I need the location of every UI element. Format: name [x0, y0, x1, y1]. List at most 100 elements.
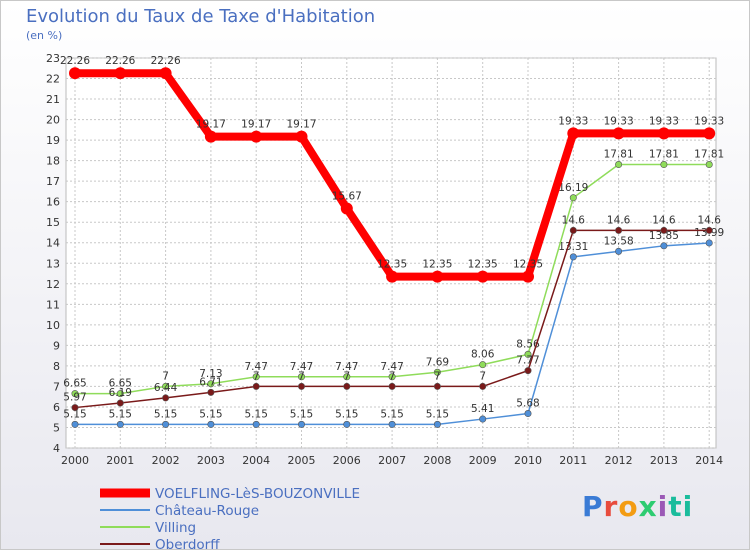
series-point-2	[162, 382, 170, 390]
x-tick-label: 2012	[605, 454, 633, 467]
x-tick-label: 2005	[288, 454, 316, 467]
series-point-2	[433, 368, 441, 376]
data-label-3: 6.44	[154, 382, 178, 394]
data-label-0: 22.26	[60, 55, 90, 67]
series-point-1	[71, 420, 79, 428]
data-label-2: 7.47	[380, 361, 403, 373]
series-point-3	[388, 382, 396, 390]
series-point-2	[615, 161, 623, 169]
y-tick-label: 21	[46, 93, 60, 106]
series-point-1	[343, 420, 351, 428]
x-tick-label: 2010	[514, 454, 542, 467]
data-label-2: 7.13	[199, 368, 222, 380]
series-point-0	[386, 270, 399, 283]
data-label-0: 19.33	[604, 115, 634, 127]
series-point-2	[71, 390, 79, 398]
series-point-0	[69, 67, 81, 80]
data-label-1: 5.15	[63, 408, 86, 420]
data-label-1: 5.15	[426, 408, 449, 420]
y-tick-label: 10	[46, 319, 60, 332]
x-tick-label: 2002	[152, 454, 180, 467]
data-label-1: 5.15	[335, 408, 358, 420]
series-point-1	[705, 239, 713, 247]
series-point-0	[295, 130, 308, 143]
series-point-2	[705, 161, 713, 169]
data-label-2: 17.81	[694, 149, 724, 161]
data-label-1: 13.85	[649, 230, 679, 242]
data-label-0: 19.17	[196, 119, 226, 131]
y-tick-label: 15	[46, 216, 60, 229]
legend-label-0: VOELFLING-LèS-BOUZONVILLE	[155, 486, 360, 502]
series-point-3	[343, 382, 351, 390]
x-tick-label: 2014	[695, 454, 723, 467]
data-label-1: 13.31	[558, 241, 588, 253]
y-tick-label: 8	[53, 360, 60, 373]
series-point-3	[207, 388, 215, 396]
y-tick-label: 17	[46, 175, 60, 188]
x-tick-label: 2011	[559, 454, 587, 467]
data-label-0: 19.17	[286, 119, 316, 131]
y-tick-label: 13	[46, 257, 60, 270]
data-label-1: 5.15	[199, 408, 222, 420]
y-tick-label: 20	[46, 114, 60, 127]
data-label-3: 7	[253, 370, 260, 382]
data-label-3: 14.6	[562, 214, 586, 226]
series-point-0	[522, 270, 534, 283]
series-point-0	[657, 127, 670, 140]
data-label-1: 5.15	[380, 408, 403, 420]
x-tick-label: 2003	[197, 454, 225, 467]
series-point-3	[479, 382, 487, 390]
series-point-3	[433, 382, 441, 390]
data-label-3: 14.6	[607, 214, 631, 226]
series-point-0	[340, 202, 353, 215]
y-tick-label: 18	[46, 155, 60, 168]
x-tick-label: 2009	[469, 454, 497, 467]
data-label-0: 12.35	[377, 259, 407, 271]
data-label-3: 7	[343, 370, 350, 382]
series-point-3	[162, 394, 170, 402]
x-tick-label: 2008	[423, 454, 451, 467]
legend-label-1: Château-Rouge	[155, 503, 259, 519]
series-point-2	[569, 194, 577, 202]
data-label-0: 19.33	[694, 115, 724, 127]
series-point-3	[615, 226, 623, 234]
data-label-3: 7	[298, 370, 305, 382]
data-label-1: 5.15	[154, 408, 177, 420]
series-point-1	[297, 420, 305, 428]
series-point-0	[250, 130, 263, 143]
x-tick-label: 2000	[61, 454, 89, 467]
data-label-1: 5.15	[109, 408, 132, 420]
data-label-3: 7	[479, 370, 486, 382]
series-point-1	[388, 420, 396, 428]
data-label-2: 8.56	[516, 338, 540, 350]
data-label-0: 19.33	[558, 115, 588, 127]
data-label-1: 5.41	[471, 403, 494, 415]
data-label-3: 7	[434, 370, 441, 382]
series-point-1	[162, 420, 170, 428]
series-point-3	[252, 382, 260, 390]
series-point-3	[569, 226, 577, 234]
series-point-3	[116, 399, 124, 407]
series-point-0	[703, 127, 716, 140]
series-point-3	[524, 367, 532, 375]
data-label-3: 14.6	[652, 214, 676, 226]
data-label-2: 7.47	[335, 361, 358, 373]
x-tick-label: 2001	[106, 454, 134, 467]
data-label-2: 7.47	[245, 361, 268, 373]
data-label-2: 6.65	[109, 378, 132, 390]
series-point-0	[114, 67, 127, 80]
series-point-1	[660, 242, 668, 250]
legend-label-3: Oberdorff	[155, 537, 220, 550]
data-label-0: 12.35	[468, 259, 498, 271]
series-point-0	[567, 127, 580, 140]
y-tick-label: 9	[53, 339, 60, 352]
y-tick-label: 23	[46, 52, 60, 65]
data-label-3: 7.77	[516, 355, 539, 367]
chart-title: Evolution du Taux de Taxe d'Habitation	[26, 6, 376, 27]
series-point-0	[204, 130, 217, 143]
series-point-3	[660, 226, 668, 234]
series-point-3	[705, 226, 713, 234]
data-label-2: 6.65	[63, 378, 86, 390]
series-point-0	[159, 67, 172, 80]
data-label-1: 5.68	[516, 398, 539, 410]
